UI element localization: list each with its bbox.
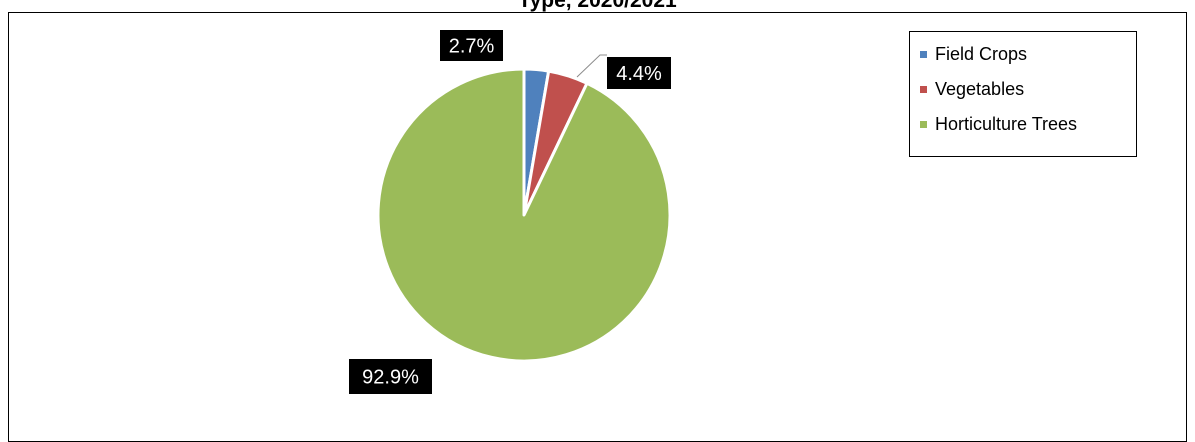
chart-title: Type, 2020/2021: [518, 0, 677, 12]
legend: Field Crops Vegetables Horticulture Tree…: [909, 31, 1137, 157]
data-label-box-horticulture-trees: [349, 359, 432, 394]
data-label-vegetables: 4.4%: [607, 57, 671, 89]
legend-label-field-crops: Field Crops: [935, 44, 1028, 64]
data-labels: 2.7% 4.4% 92.9%: [349, 30, 671, 394]
data-label-text-vegetables: 4.4%: [616, 63, 662, 85]
data-label-field-crops: 2.7%: [440, 30, 503, 61]
data-label-text-field-crops: 2.7%: [449, 36, 495, 58]
legend-item-horticulture-trees: Horticulture Trees: [910, 107, 1136, 142]
data-label-box-vegetables: [607, 57, 671, 89]
legend-item-field-crops: Field Crops: [910, 37, 1136, 72]
leader-lines: [576, 54, 607, 78]
data-label-box-field-crops: [440, 30, 503, 61]
legend-swatch-horticulture-trees: [920, 121, 927, 128]
data-label-horticulture-trees: 92.9%: [349, 359, 432, 394]
legend-swatch-field-crops: [920, 51, 927, 58]
legend-label-horticulture-trees: Horticulture Trees: [935, 114, 1078, 134]
leader-line-vegetables: [576, 54, 607, 78]
pie-slices: [376, 67, 672, 363]
data-label-text-horticulture-trees: 92.9%: [362, 367, 419, 389]
legend-swatch-vegetables: [920, 86, 927, 93]
pie-slice-horticulture-trees: [376, 67, 672, 363]
legend-item-vegetables: Vegetables: [910, 72, 1136, 107]
legend-label-vegetables: Vegetables: [935, 79, 1025, 99]
